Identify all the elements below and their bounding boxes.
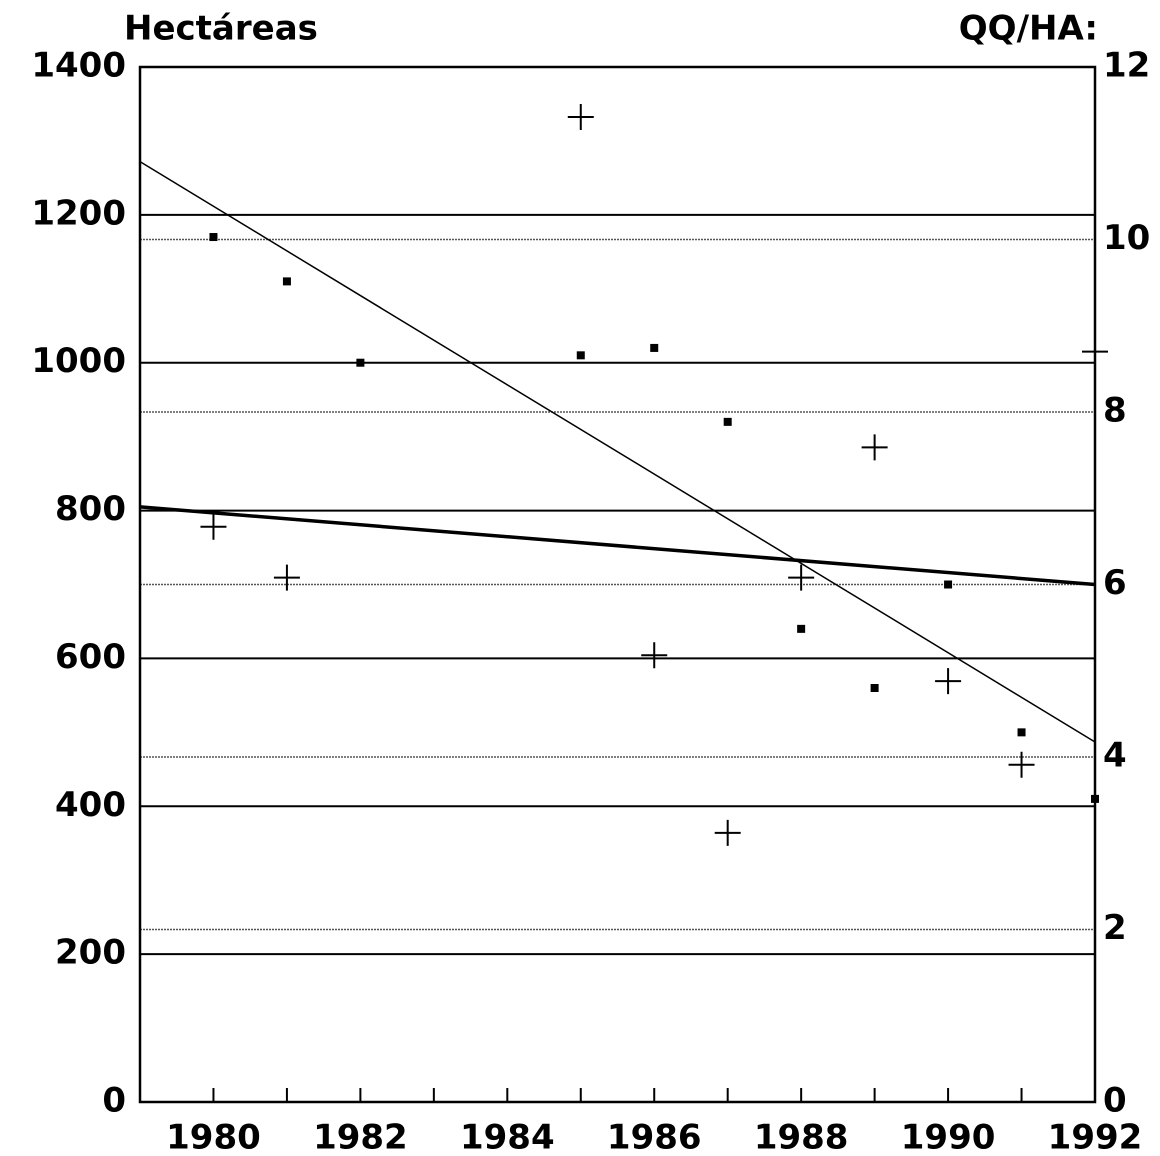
plus-point bbox=[200, 513, 227, 540]
plus-point bbox=[861, 434, 888, 461]
y-tick-label: 1200 bbox=[31, 193, 126, 233]
y-tick-label: 600 bbox=[55, 637, 126, 677]
y2-tick-label: 0 bbox=[1103, 1081, 1127, 1121]
plus-point bbox=[714, 819, 741, 846]
y-tick-label: 800 bbox=[55, 489, 126, 529]
plus-point bbox=[1082, 338, 1108, 365]
dot-point bbox=[576, 351, 585, 360]
dot-point bbox=[870, 684, 879, 692]
y2-axis-title: QQ/HA: bbox=[959, 9, 1098, 49]
plus-point bbox=[935, 668, 962, 695]
x-tick-label: 1992 bbox=[1048, 1118, 1143, 1156]
dot-point bbox=[1017, 728, 1026, 737]
y2-tick-label: 6 bbox=[1103, 563, 1127, 603]
dot-point bbox=[944, 580, 953, 589]
dot-point bbox=[723, 417, 732, 426]
dot-point bbox=[797, 624, 806, 633]
dot-point bbox=[356, 358, 365, 367]
y-tick-label: 0 bbox=[102, 1081, 126, 1121]
y-tick-label: 1400 bbox=[31, 46, 126, 86]
plus-point bbox=[788, 564, 815, 591]
x-tick-label: 1984 bbox=[460, 1118, 555, 1156]
x-tick-label: 1980 bbox=[166, 1118, 261, 1156]
y2-tick-label: 10 bbox=[1103, 218, 1150, 258]
x-tick-label: 1982 bbox=[313, 1118, 408, 1156]
y-tick-label: 400 bbox=[55, 785, 126, 825]
plus-point bbox=[567, 104, 594, 131]
x-tick-label: 1986 bbox=[607, 1118, 702, 1156]
plus-point bbox=[1008, 751, 1035, 778]
plus-point bbox=[273, 564, 300, 591]
dot-point bbox=[1091, 794, 1099, 803]
y2-tick-label: 12 bbox=[1103, 46, 1150, 86]
y-axis-title: Hectáreas bbox=[124, 9, 318, 49]
trend-line bbox=[139, 505, 1096, 587]
x-tick-label: 1990 bbox=[901, 1118, 996, 1156]
y2-tick-label: 8 bbox=[1103, 391, 1127, 431]
x-tick-label: 1988 bbox=[754, 1118, 849, 1156]
dot-point bbox=[650, 343, 659, 352]
y-tick-label: 200 bbox=[55, 933, 126, 973]
dot-point bbox=[282, 277, 291, 286]
trend-line bbox=[139, 160, 1096, 743]
y2-tick-label: 4 bbox=[1103, 736, 1127, 776]
dot-point bbox=[209, 233, 218, 242]
y2-tick-label: 2 bbox=[1103, 908, 1127, 948]
y-tick-label: 1000 bbox=[31, 341, 126, 381]
plus-point bbox=[641, 642, 668, 669]
